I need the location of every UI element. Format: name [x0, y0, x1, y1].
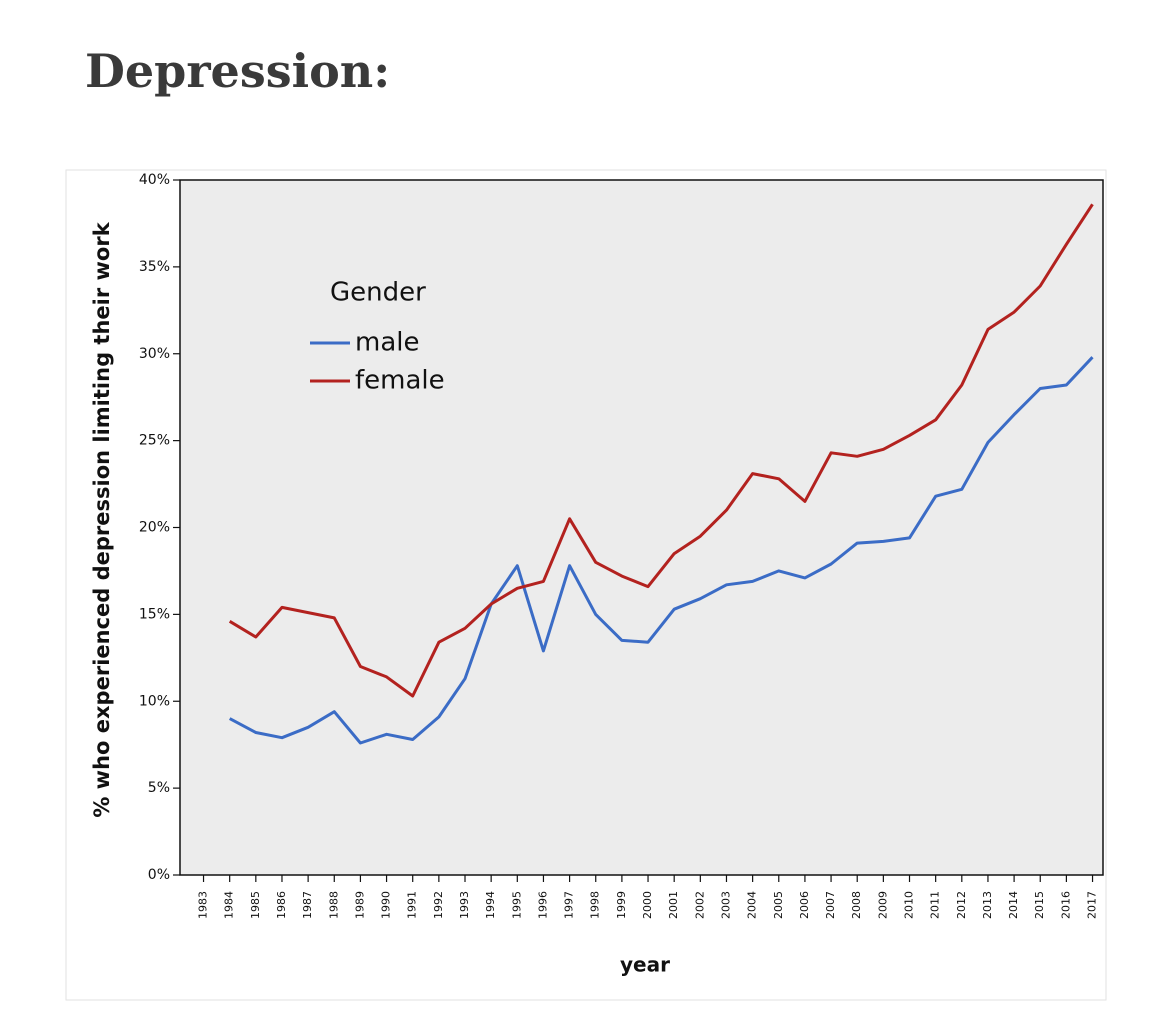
x-tick-label: 2003	[719, 891, 732, 919]
x-tick-label: 2014	[1007, 891, 1020, 919]
x-tick-label: 2012	[955, 891, 968, 919]
x-tick-label: 2007	[824, 891, 837, 919]
x-tick-label: 1983	[197, 891, 210, 919]
x-tick-label: 1992	[432, 891, 445, 919]
x-tick-label: 2013	[981, 891, 994, 919]
x-tick-label: 1996	[536, 891, 549, 919]
x-tick-label: 2011	[929, 891, 942, 919]
x-tick-label: 1993	[458, 891, 471, 919]
y-tick-label: 0%	[148, 867, 170, 883]
x-tick-label: 2000	[641, 891, 654, 919]
y-tick-label: 40%	[139, 172, 170, 188]
y-tick-label: 30%	[139, 346, 170, 362]
x-tick-label: 1991	[406, 891, 419, 919]
x-tick-label: 1986	[275, 891, 288, 919]
x-tick-label: 1998	[589, 891, 602, 919]
y-tick-label: 10%	[139, 693, 170, 709]
page-title: Depression:	[85, 44, 391, 98]
line-male	[228, 356, 1094, 745]
x-tick-label: 2016	[1059, 891, 1072, 919]
x-tick-label: 2004	[746, 891, 759, 919]
y-tick-label: 25%	[139, 433, 170, 449]
x-tick-label: 2001	[667, 891, 680, 919]
y-tick-label: 35%	[139, 259, 170, 275]
legend-label: female	[355, 366, 445, 396]
x-tick-label: 1989	[353, 891, 366, 919]
x-tick-label: 1990	[380, 891, 393, 919]
y-axis-label: % who experienced depression limiting th…	[90, 221, 114, 817]
x-tick-label: 1985	[249, 891, 262, 919]
legend-label: male	[355, 328, 419, 358]
x-tick-label: 2015	[1033, 891, 1046, 919]
x-tick-label: 1987	[301, 891, 314, 919]
line-female	[228, 203, 1094, 698]
x-tick-label: 1984	[223, 891, 236, 919]
x-tick-label: 2006	[798, 891, 811, 919]
x-tick-label: 2010	[903, 891, 916, 919]
chart-frame	[65, 169, 1107, 1001]
x-tick-label: 1999	[615, 891, 628, 919]
x-tick-label: 2017	[1086, 891, 1099, 919]
y-tick-label: 20%	[139, 520, 170, 536]
x-tick-label: 1988	[327, 891, 340, 919]
x-tick-label: 2008	[850, 891, 863, 919]
x-tick-label: 1994	[484, 891, 497, 919]
x-tick-label: 2002	[693, 891, 706, 919]
legend-title: Gender	[330, 278, 426, 308]
x-tick-label: 2009	[876, 891, 889, 919]
plot-area	[179, 179, 1104, 876]
x-tick-label: 2005	[772, 891, 785, 919]
x-tick-label: 1995	[510, 891, 523, 919]
y-tick-label: 15%	[139, 606, 170, 622]
y-tick-label: 5%	[148, 780, 170, 796]
x-tick-label: 1997	[563, 891, 576, 919]
x-axis-label: year	[620, 953, 670, 977]
